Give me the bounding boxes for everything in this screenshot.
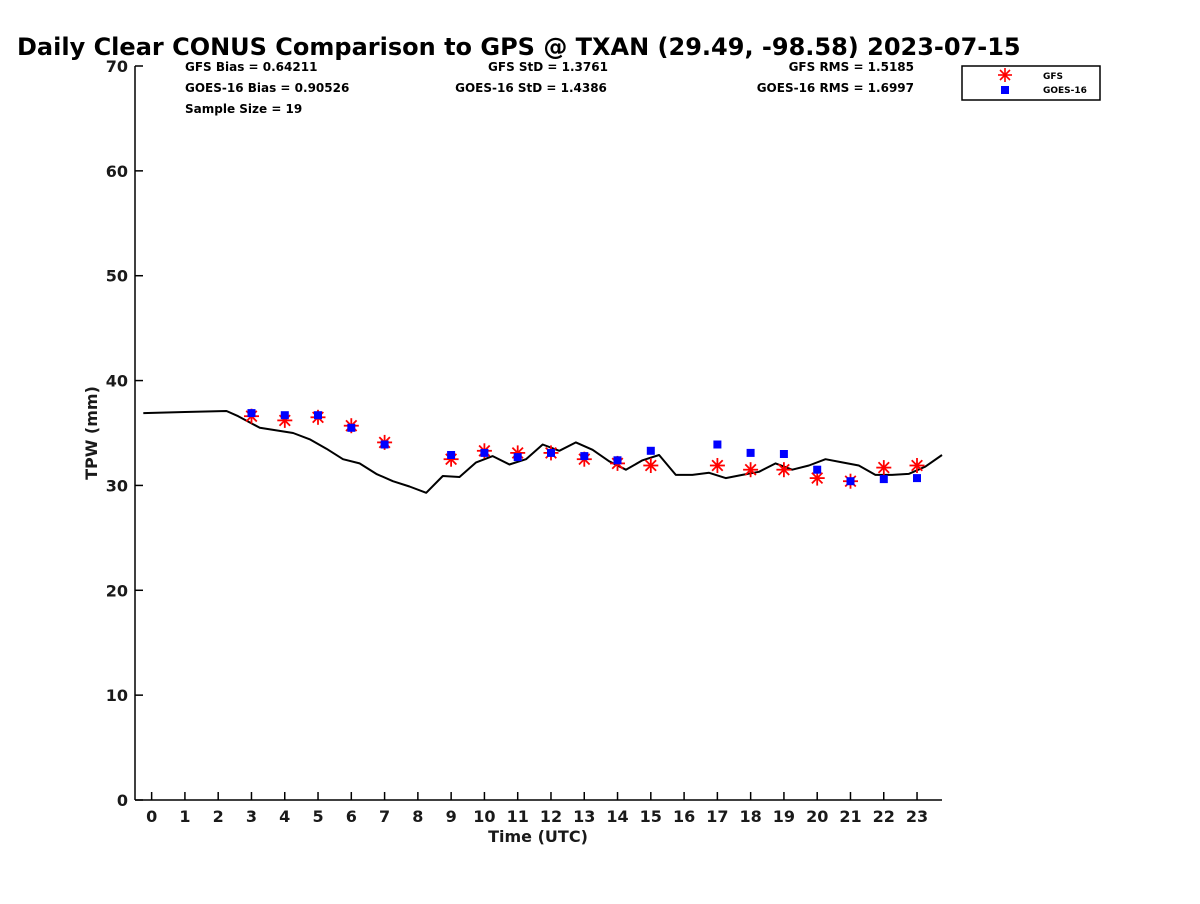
- x-tick-label: 17: [706, 807, 728, 826]
- goes16-series: [247, 409, 921, 486]
- x-tick-label: 22: [873, 807, 895, 826]
- y-tick-label: 70: [106, 57, 128, 76]
- gfs-point: [743, 462, 759, 478]
- goes16-point: [280, 411, 289, 420]
- x-tick-label: 10: [473, 807, 495, 826]
- x-tick-label: 6: [346, 807, 357, 826]
- x-axis-label: Time (UTC): [488, 827, 588, 846]
- stat-goes16-bias: GOES-16 Bias = 0.90526: [185, 81, 349, 95]
- legend: GFS GOES-16: [961, 65, 1101, 101]
- y-axis-label: TPW (mm): [82, 386, 101, 480]
- gps-series: [143, 410, 943, 494]
- legend-gfs-marker-icon: [998, 68, 1012, 82]
- statistics-annotations: GFS Bias = 0.64211 GOES-16 Bias = 0.9052…: [185, 60, 914, 116]
- x-tick-label: 3: [246, 807, 257, 826]
- goes16-point: [646, 446, 655, 455]
- x-tick-label: 19: [773, 807, 795, 826]
- x-tick-label: 9: [446, 807, 457, 826]
- x-axis-ticks: 0 1 2 3 4 5 6 7 8 9 10 11 12 13 14 15 16 17 18 19 20 21 22 23: [146, 792, 928, 826]
- goes16-point: [513, 453, 522, 462]
- goes16-point: [879, 475, 888, 484]
- goes16-point: [746, 448, 755, 457]
- y-tick-label: 60: [106, 162, 128, 181]
- goes16-point: [580, 452, 589, 461]
- x-tick-label: 18: [740, 807, 762, 826]
- goes16-point: [913, 474, 921, 483]
- x-tick-label: 1: [179, 807, 190, 826]
- x-tick-label: 14: [606, 807, 628, 826]
- gfs-series: [244, 408, 925, 489]
- stat-gfs-std: GFS StD = 1.3761: [488, 60, 608, 74]
- x-tick-label: 21: [839, 807, 861, 826]
- gfs-point: [776, 462, 792, 478]
- x-tick-label: 4: [279, 807, 290, 826]
- y-tick-label: 10: [106, 686, 128, 705]
- stat-gfs-rms: GFS RMS = 1.5185: [789, 60, 914, 74]
- x-tick-label: 11: [507, 807, 529, 826]
- goes16-point: [547, 448, 555, 457]
- legend-gfs-label: GFS: [1043, 72, 1063, 82]
- y-tick-label: 0: [117, 791, 128, 810]
- x-tick-label: 0: [146, 807, 157, 826]
- plot-axes: [134, 66, 942, 801]
- legend-box: [961, 65, 1101, 101]
- gps-tpw-line: [143, 410, 943, 494]
- goes16-point: [813, 465, 822, 474]
- goes16-point: [846, 477, 855, 486]
- x-tick-label: 13: [573, 807, 595, 826]
- x-tick-label: 8: [412, 807, 423, 826]
- x-tick-label: 2: [213, 807, 224, 826]
- x-tick-label: 16: [673, 807, 695, 826]
- goes16-point: [314, 411, 322, 420]
- x-tick-label: 23: [906, 807, 928, 826]
- goes16-point: [713, 440, 722, 449]
- stat-goes16-rms: GOES-16 RMS = 1.6997: [757, 81, 914, 95]
- y-axis-ticks: 0 10 20 30 40 50 60 70: [106, 57, 143, 810]
- stat-sample-size: Sample Size = 19: [185, 102, 302, 116]
- goes16-point: [447, 451, 456, 459]
- goes16-point: [247, 409, 256, 418]
- legend-goes16-marker-icon: [1001, 86, 1009, 94]
- x-tick-label: 20: [806, 807, 828, 826]
- x-tick-label: 7: [379, 807, 390, 826]
- x-tick-label: 15: [640, 807, 662, 826]
- y-tick-label: 30: [106, 476, 128, 495]
- gfs-point: [709, 458, 725, 473]
- y-tick-label: 50: [106, 267, 128, 286]
- goes16-point: [613, 456, 622, 465]
- stat-gfs-bias: GFS Bias = 0.64211: [185, 60, 317, 74]
- goes16-point: [779, 450, 788, 458]
- legend-goes16-label: GOES-16: [1043, 86, 1087, 96]
- gfs-point: [909, 458, 925, 473]
- goes16-point: [480, 448, 489, 457]
- goes16-point: [347, 423, 356, 432]
- x-tick-label: 5: [312, 807, 323, 826]
- goes16-point: [380, 440, 389, 449]
- chart-title: Daily Clear CONUS Comparison to GPS @ TX…: [17, 33, 1021, 61]
- stat-goes16-std: GOES-16 StD = 1.4386: [455, 81, 607, 95]
- y-tick-label: 20: [106, 581, 128, 600]
- gfs-point: [643, 458, 659, 473]
- gfs-point: [876, 460, 892, 476]
- y-tick-label: 40: [106, 372, 128, 391]
- x-tick-label: 12: [540, 807, 562, 826]
